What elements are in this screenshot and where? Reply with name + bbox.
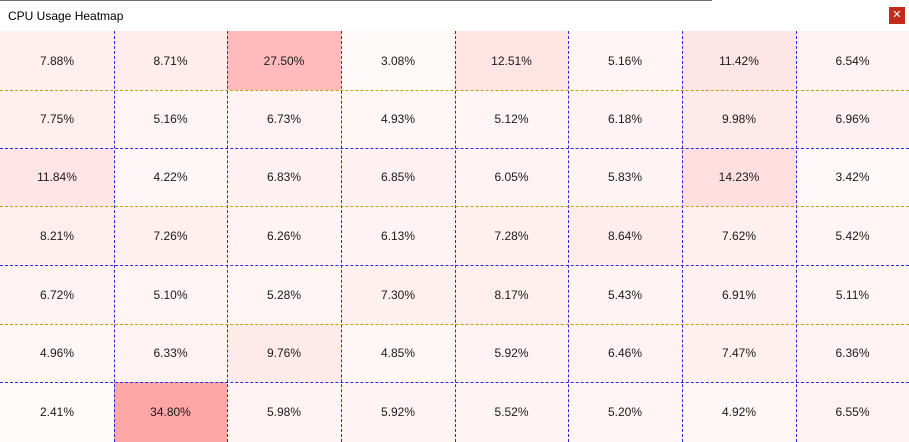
grid-line-horizontal [0, 206, 909, 207]
heatmap-cell: 6.55% [796, 382, 909, 442]
heatmap-cell: 5.98% [227, 382, 341, 442]
title-bar: CPU Usage Heatmap ✕ [0, 0, 909, 31]
heatmap-cell: 4.92% [682, 382, 796, 442]
grid-line-vertical [227, 31, 228, 442]
heatmap-cell: 6.13% [341, 206, 455, 265]
heatmap-cell: 7.62% [682, 206, 796, 265]
heatmap-cell: 2.41% [0, 382, 114, 442]
heatmap-cell: 6.73% [227, 90, 341, 148]
heatmap-cell: 7.75% [0, 90, 114, 148]
heatmap-cell: 6.96% [796, 90, 909, 148]
heatmap-cell: 12.51% [455, 31, 568, 90]
grid-line-vertical [114, 31, 115, 442]
heatmap-cell: 5.92% [455, 324, 568, 382]
heatmap-cell: 8.17% [455, 265, 568, 324]
heatmap-cell: 14.23% [682, 148, 796, 206]
grid-line-vertical [341, 31, 342, 442]
heatmap-cell: 6.72% [0, 265, 114, 324]
heatmap-cell: 6.83% [227, 148, 341, 206]
heatmap-cell: 27.50% [227, 31, 341, 90]
grid-line-horizontal [0, 90, 909, 91]
heatmap-cell: 8.71% [114, 31, 227, 90]
title-bar-border [0, 0, 712, 1]
heatmap-cell: 4.85% [341, 324, 455, 382]
heatmap-cell: 5.16% [114, 90, 227, 148]
heatmap-cell: 7.28% [455, 206, 568, 265]
heatmap-cell: 7.47% [682, 324, 796, 382]
heatmap-cell: 8.21% [0, 206, 114, 265]
heatmap-cell: 6.91% [682, 265, 796, 324]
heatmap-cell: 4.93% [341, 90, 455, 148]
grid-line-vertical [455, 31, 456, 442]
heatmap-cell: 34.80% [114, 382, 227, 442]
heatmap-cell: 5.10% [114, 265, 227, 324]
heatmap-cell: 5.83% [568, 148, 682, 206]
heatmap-cell: 7.26% [114, 206, 227, 265]
heatmap-cell: 5.16% [568, 31, 682, 90]
close-icon[interactable]: ✕ [889, 7, 905, 24]
heatmap-cell: 6.33% [114, 324, 227, 382]
heatmap-cell: 4.22% [114, 148, 227, 206]
grid-line-horizontal [0, 382, 909, 383]
grid-line-horizontal [0, 265, 909, 266]
heatmap-cell: 6.26% [227, 206, 341, 265]
heatmap-cell: 8.64% [568, 206, 682, 265]
heatmap-cell: 5.43% [568, 265, 682, 324]
heatmap-cell: 9.98% [682, 90, 796, 148]
heatmap-grid: 7.88% 8.71% 27.50% 3.08% 12.51% 5.16% 11.42% 6.… [0, 31, 909, 442]
grid-line-vertical [682, 31, 683, 442]
heatmap-cell: 5.92% [341, 382, 455, 442]
grid-line-vertical [568, 31, 569, 442]
heatmap-cell: 5.20% [568, 382, 682, 442]
heatmap-cell: 5.42% [796, 206, 909, 265]
heatmap-cell: 6.46% [568, 324, 682, 382]
heatmap-cell: 6.36% [796, 324, 909, 382]
heatmap-cell: 6.54% [796, 31, 909, 90]
heatmap-cell: 5.52% [455, 382, 568, 442]
heatmap-cell: 6.05% [455, 148, 568, 206]
heatmap-cell: 9.76% [227, 324, 341, 382]
heatmap-cell: 7.88% [0, 31, 114, 90]
window-title: CPU Usage Heatmap [8, 9, 124, 23]
grid-line-horizontal [0, 148, 909, 149]
grid-line-horizontal [0, 324, 909, 325]
heatmap-cell: 11.84% [0, 148, 114, 206]
heatmap-cell: 3.08% [341, 31, 455, 90]
heatmap-cell: 4.96% [0, 324, 114, 382]
heatmap-cell: 5.28% [227, 265, 341, 324]
grid-line-vertical [796, 31, 797, 442]
heatmap-cell: 5.12% [455, 90, 568, 148]
heatmap-cell: 11.42% [682, 31, 796, 90]
heatmap-cell: 3.42% [796, 148, 909, 206]
heatmap-cell: 7.30% [341, 265, 455, 324]
heatmap-cell: 5.11% [796, 265, 909, 324]
heatmap-cell: 6.85% [341, 148, 455, 206]
heatmap-cell: 6.18% [568, 90, 682, 148]
